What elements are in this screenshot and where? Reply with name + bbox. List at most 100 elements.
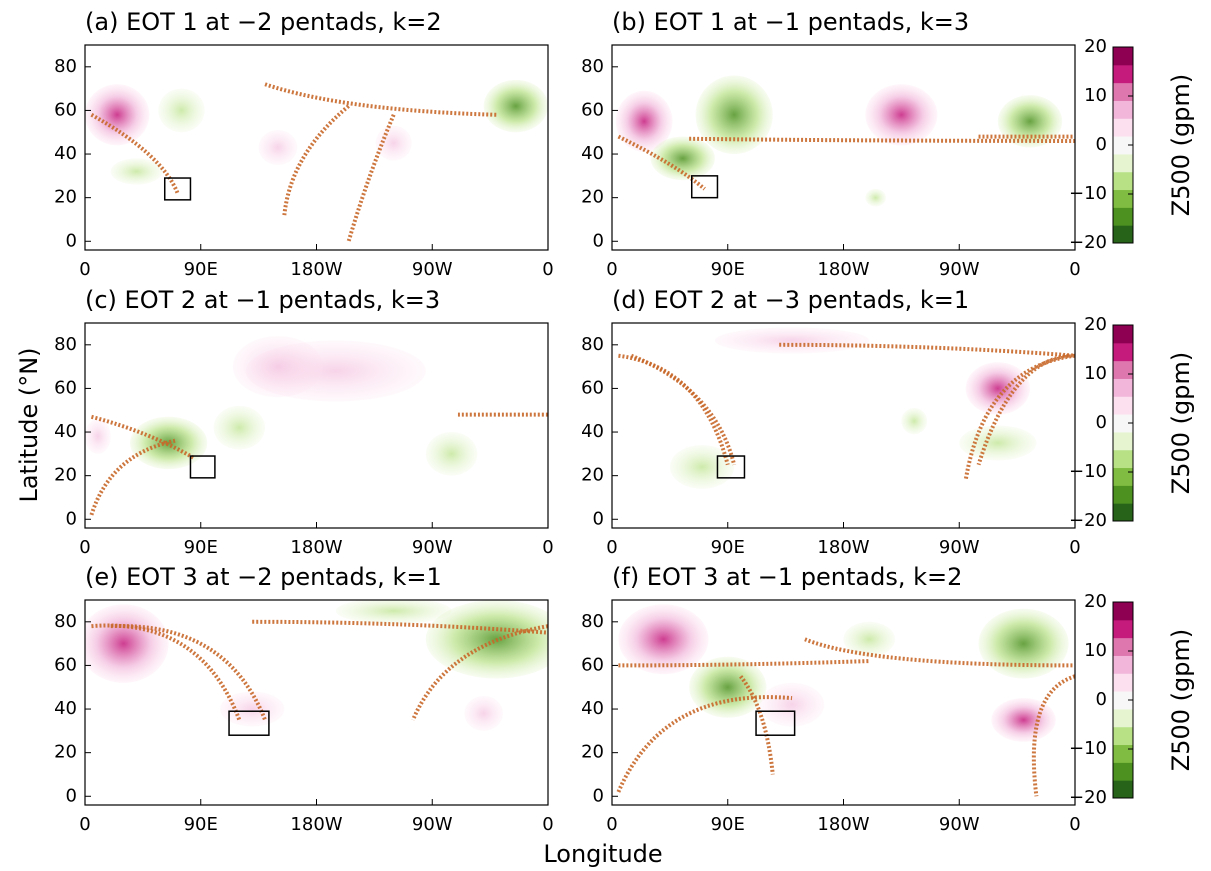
- anomaly-blob: [85, 604, 169, 683]
- anomaly-blob: [991, 698, 1056, 742]
- y-axis-label: Latitude (°N): [15, 347, 43, 502]
- colorbar-segment: [1113, 100, 1133, 119]
- ray-path: [976, 353, 1069, 466]
- ray-path: [1031, 674, 1075, 797]
- anomaly-blob: [997, 95, 1063, 148]
- y-tick-label: 20: [581, 465, 604, 486]
- colorbar-segment: [1113, 360, 1133, 379]
- y-tick-label: 40: [54, 421, 77, 442]
- anomaly-blob: [965, 362, 1030, 415]
- anomaly-blob: [714, 327, 870, 354]
- ray-path: [110, 624, 267, 721]
- colorbar-segment: [1113, 189, 1133, 208]
- anomaly-blob: [464, 695, 503, 731]
- colorbar-segment: [1113, 64, 1133, 84]
- x-tick-label: 0: [1069, 259, 1080, 280]
- y-tick-label: 80: [54, 56, 77, 77]
- y-tick-label: 0: [593, 508, 604, 529]
- y-tick-label: 20: [54, 742, 77, 763]
- colorbar-segment: [1113, 762, 1133, 781]
- ray-path: [90, 414, 196, 460]
- anomaly-blob: [689, 656, 767, 718]
- ray-path: [91, 623, 242, 721]
- colorbar-tick-label: 20: [1084, 314, 1107, 335]
- colorbar-tick-label: 0: [1096, 134, 1107, 155]
- source-box: [755, 710, 796, 736]
- y-tick-label: 80: [581, 611, 604, 632]
- colorbar-segment: [1113, 467, 1133, 486]
- anomaly-blob: [158, 88, 205, 133]
- x-tick-label: 90W: [939, 814, 980, 835]
- x-tick-label: 90E: [184, 259, 218, 280]
- panel-title: (f) EOT 3 at −1 pentads, k=2: [612, 563, 962, 591]
- anomaly-blob: [335, 600, 452, 624]
- colorbar-segment: [1113, 637, 1133, 656]
- colorbar-tick-label: −10: [1069, 183, 1107, 204]
- anomaly-blob: [483, 79, 548, 133]
- map-layer: [85, 600, 548, 805]
- colorbar-segment: [1113, 619, 1133, 639]
- colorbar-tick-label: 10: [1084, 85, 1107, 106]
- map-layer: [612, 323, 1075, 528]
- source-box: [716, 455, 746, 479]
- colorbar-tick-label: −20: [1069, 787, 1107, 808]
- colorbar-segment: [1113, 503, 1133, 522]
- land-background: [612, 323, 1075, 528]
- colorbar-tick-label: 10: [1084, 640, 1107, 661]
- anomaly-blob: [425, 432, 478, 476]
- colorbar-label: Z500 (gpm): [1167, 74, 1195, 216]
- y-tick-label: 0: [66, 230, 77, 251]
- ray-path: [963, 353, 1075, 481]
- colorbar-segment: [1113, 449, 1133, 469]
- colorbar-tick-label: 10: [1084, 363, 1107, 384]
- x-tick-label: 90E: [184, 537, 218, 558]
- y-tick-label: 20: [54, 187, 77, 208]
- anomaly-blob: [978, 608, 1069, 679]
- colorbar-segment: [1113, 342, 1133, 362]
- x-tick-label: 90E: [711, 259, 745, 280]
- y-tick-label: 60: [54, 99, 77, 120]
- map-panel: (d) EOT 2 at −3 pentads, k=1 0 90E 180W 90W 0…: [581, 286, 1195, 558]
- colorbar-tick-label: −10: [1069, 738, 1107, 759]
- map-panel: (a) EOT 1 at −2 pentads, k=2 0 90E 180W 90W 0…: [54, 8, 554, 280]
- colorbar-tick-label: −20: [1069, 232, 1107, 253]
- colorbar-segment: [1113, 431, 1133, 451]
- colorbar-segment: [1113, 136, 1133, 155]
- colorbar-segment: [1113, 325, 1133, 344]
- x-tick-label: 90W: [412, 259, 453, 280]
- anomaly-blob: [650, 136, 715, 181]
- x-tick-label: 90W: [412, 814, 453, 835]
- colorbar-segment: [1113, 744, 1133, 763]
- x-tick-label: 0: [542, 537, 553, 558]
- x-tick-label: 90E: [711, 814, 745, 835]
- source-box: [228, 710, 270, 736]
- colorbar-segment: [1113, 207, 1133, 226]
- y-tick-label: 80: [54, 334, 77, 355]
- x-tick-label: 0: [542, 814, 553, 835]
- colorbar-segment: [1113, 708, 1133, 728]
- colorbar-segment: [1113, 225, 1133, 244]
- x-tick-label: 0: [542, 259, 553, 280]
- source-box: [189, 455, 216, 479]
- colorbar-segment: [1113, 655, 1133, 674]
- y-tick-label: 40: [581, 421, 604, 442]
- colorbar-segment: [1113, 673, 1133, 692]
- colorbar-tick-label: 0: [1096, 412, 1107, 433]
- y-tick-label: 20: [581, 742, 604, 763]
- colorbar-tick-label: 0: [1096, 689, 1107, 710]
- anomaly-blob: [85, 84, 150, 146]
- colorbar-tick-label: −20: [1069, 510, 1107, 531]
- panel-title: (b) EOT 1 at −1 pentads, k=3: [612, 8, 969, 36]
- y-tick-label: 40: [581, 698, 604, 719]
- anomaly-blob: [258, 130, 298, 165]
- map-layer: [612, 45, 1075, 250]
- map-layer: [612, 600, 1075, 805]
- colorbar-segment: [1113, 726, 1133, 746]
- x-tick-label: 90E: [184, 814, 218, 835]
- source-box: [690, 175, 719, 199]
- x-axis-label: Longitude: [543, 840, 662, 868]
- anomaly-blob: [232, 336, 323, 398]
- x-tick-label: 180W: [817, 537, 869, 558]
- colorbar-segment: [1113, 153, 1133, 173]
- x-tick-label: 0: [1069, 814, 1080, 835]
